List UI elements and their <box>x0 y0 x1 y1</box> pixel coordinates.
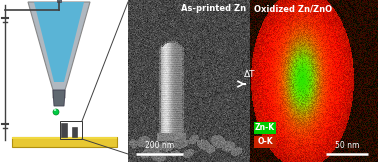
Polygon shape <box>53 90 65 106</box>
Bar <box>0 0 128 162</box>
Bar <box>61 123 67 137</box>
Text: ΔT: ΔT <box>244 70 256 79</box>
Ellipse shape <box>54 109 56 111</box>
Text: 50 nm: 50 nm <box>335 141 359 150</box>
Polygon shape <box>34 2 84 82</box>
Text: As-printed Zn: As-printed Zn <box>181 4 246 13</box>
Bar <box>72 127 77 137</box>
Polygon shape <box>28 2 90 98</box>
Bar <box>60 121 82 139</box>
Bar <box>57 0 61 2</box>
Bar <box>12 137 117 139</box>
Text: Zn-K: Zn-K <box>255 123 275 133</box>
Bar <box>12 137 117 147</box>
Text: 200 nm: 200 nm <box>145 141 174 150</box>
Bar <box>250 0 378 162</box>
Ellipse shape <box>53 109 59 115</box>
Text: Oxidized Zn/ZnO: Oxidized Zn/ZnO <box>254 4 332 13</box>
Bar <box>254 122 276 134</box>
Text: O-K: O-K <box>257 138 273 146</box>
Bar <box>254 136 276 148</box>
